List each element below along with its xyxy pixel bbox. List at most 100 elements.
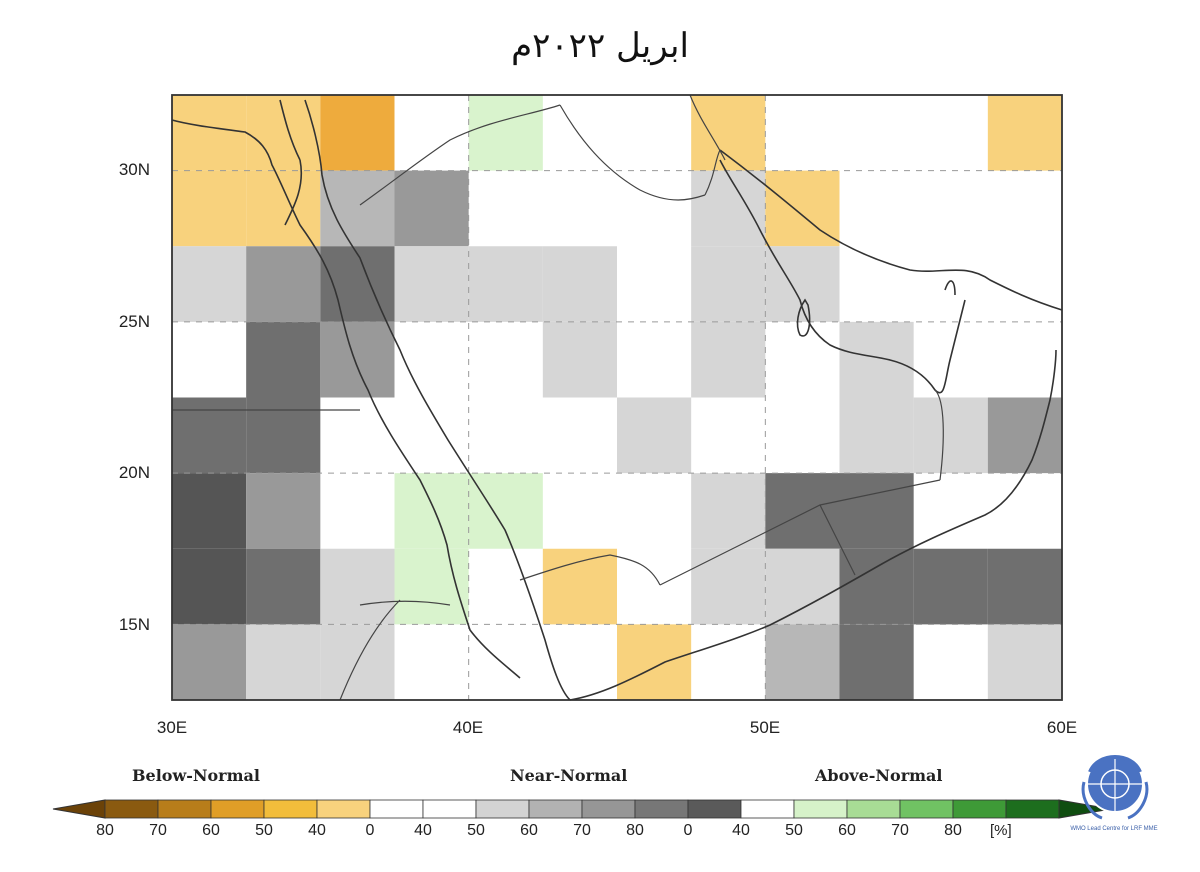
map-cell-near [320,548,395,625]
map-cell-near [765,624,840,700]
map-cell-below [617,624,692,700]
lon-label-50e: 50E [749,718,781,737]
map-cell-above [468,473,543,549]
lat-label-25n: 25N [118,312,150,331]
map-cell-near [839,473,914,549]
color-bar-tick-label: 40 [414,822,432,839]
map-cell-below [691,95,766,171]
color-bar-tick-label: 40 [732,822,750,839]
map-frame [171,94,1063,701]
color-bar-box [210,799,265,819]
map-cell-near [839,548,914,625]
color-bar-tick-label: 70 [573,822,591,839]
color-bar-box [157,799,212,819]
color-bar-box [475,799,530,819]
color-bar-box [740,799,795,819]
color-bar-tick-label: 60 [520,822,538,839]
color-bar-box [1005,799,1060,819]
color-bar-tick-label: 50 [255,822,273,839]
color-bar-tick-label: 0 [365,822,375,839]
map-cell-near [913,397,988,474]
lat-label-30n: 30N [118,160,150,179]
coastlines [171,99,1063,701]
map-cell-near [394,170,469,247]
lat-label-15n: 15N [118,615,150,634]
map-cell-below [765,170,840,247]
map-cell-near [542,246,617,322]
map-cell-near [913,548,988,625]
legend-near-normal: Near-Normal [510,766,628,785]
map-cell-near [765,473,840,549]
map-cell-near [172,246,247,322]
map-cell-near [839,321,914,398]
map-cell-above [468,95,543,171]
color-bar-box [316,799,371,819]
map-cell-near [691,473,766,549]
color-bar-box [634,799,689,819]
color-bar-box [687,799,742,819]
map-cell-near [765,548,840,625]
color-bar-tick-label: 60 [838,822,856,839]
lon-label-60e: 60E [1046,718,1078,737]
legend-unit: [%] [990,822,1012,839]
map-cell-near [691,170,766,247]
country-borders [172,94,944,701]
map-cell-near [987,397,1062,474]
color-bar-box [528,799,583,819]
legend-above-normal: Above-Normal [815,766,943,785]
color-bar-box [104,799,159,819]
lat-label-20n: 20N [118,463,150,482]
map-cell-below [320,95,395,171]
map-cell-above [394,473,469,549]
color-bar-tick-label: 70 [891,822,909,839]
map-cell-near [691,548,766,625]
map-cell-near [246,246,321,322]
map-cell-near [172,548,247,625]
map-cell-near [246,321,321,398]
color-bar-box [581,799,636,819]
color-bar-tick-label: 80 [626,822,644,839]
color-bar-box [899,799,954,819]
map-cell-near [987,624,1062,700]
map-cell-below [246,170,321,247]
color-bar-box [793,799,848,819]
map-cell-near [839,397,914,474]
lon-label-40e: 40E [452,718,484,737]
map-cell-near [246,624,321,700]
map-cell-near [691,246,766,322]
map-cell-near [320,321,395,398]
color-bar-left-arrow [52,799,106,819]
color-bar-tick-label: 80 [944,822,962,839]
map-cell-near [839,624,914,700]
lon-label-30e: 30E [156,718,188,737]
color-bar-box [846,799,901,819]
map-cell-below [987,95,1062,171]
color-bar-box [263,799,318,819]
legend-below-normal: Below-Normal [132,766,260,785]
map-title: ابريل ٢٠٢٢م [511,26,689,66]
color-bar-tick-label: 0 [683,822,693,839]
probability-cells [172,95,1062,700]
map-cell-near [617,397,692,474]
map-cell-near [172,624,247,700]
map-cell-near [542,321,617,398]
color-bar-tick-label: 80 [96,822,114,839]
gridlines [172,95,1062,700]
color-bar-box [422,799,477,819]
color-bar-tick-label: 50 [467,822,485,839]
wmo-logo-icon [1081,755,1149,820]
map-cell-near [246,473,321,549]
map-cell-near [172,473,247,549]
map-cell-near [987,548,1062,625]
color-bar-right-arrow [1058,799,1112,819]
map-cell-below [172,95,247,171]
color-bar-tick-label: 60 [202,822,220,839]
logo-caption: WMO Lead Centre for LRF MME [1070,826,1158,832]
color-bar-tick-label: 70 [149,822,167,839]
map-cell-near [691,321,766,398]
map-cell-near [320,170,395,247]
color-bar-tick-label: 40 [308,822,326,839]
map-cell-near [246,548,321,625]
color-bar-tick-label: 50 [785,822,803,839]
